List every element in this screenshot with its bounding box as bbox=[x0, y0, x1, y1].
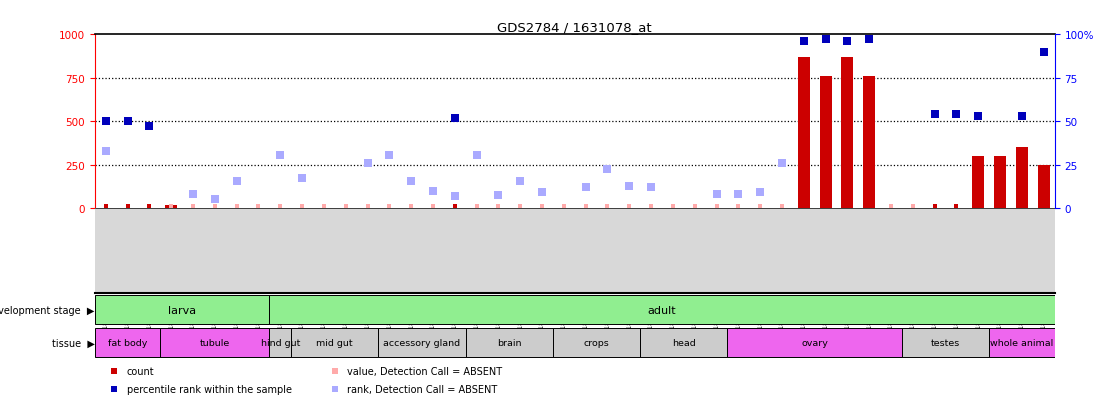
Text: whole animal: whole animal bbox=[990, 338, 1054, 347]
Text: ovary: ovary bbox=[801, 338, 828, 347]
Text: accessory gland: accessory gland bbox=[384, 338, 461, 347]
Bar bbox=[165, 205, 177, 209]
Bar bbox=[95, 295, 269, 325]
Text: mid gut: mid gut bbox=[317, 338, 353, 347]
Text: percentile rank within the sample: percentile rank within the sample bbox=[126, 384, 291, 394]
Text: adult: adult bbox=[647, 305, 676, 315]
Bar bbox=[95, 328, 161, 357]
Bar bbox=[378, 328, 465, 357]
Bar bbox=[994, 157, 1007, 209]
Text: crops: crops bbox=[584, 338, 609, 347]
Text: count: count bbox=[126, 366, 154, 376]
Bar bbox=[819, 77, 831, 209]
Text: head: head bbox=[672, 338, 695, 347]
Bar bbox=[465, 328, 552, 357]
Text: testes: testes bbox=[931, 338, 960, 347]
Bar bbox=[1038, 165, 1050, 209]
Bar bbox=[972, 157, 984, 209]
Text: value, Detection Call = ABSENT: value, Detection Call = ABSENT bbox=[347, 366, 502, 376]
Bar bbox=[798, 58, 810, 209]
Bar bbox=[291, 328, 378, 357]
Bar bbox=[989, 328, 1055, 357]
Bar bbox=[841, 58, 854, 209]
Text: development stage  ▶: development stage ▶ bbox=[0, 305, 95, 315]
Bar bbox=[552, 328, 641, 357]
Bar bbox=[269, 295, 1055, 325]
Text: rank, Detection Call = ABSENT: rank, Detection Call = ABSENT bbox=[347, 384, 498, 394]
Text: tissue  ▶: tissue ▶ bbox=[52, 338, 95, 348]
Bar bbox=[269, 328, 291, 357]
Text: larva: larva bbox=[169, 305, 196, 315]
Text: hind gut: hind gut bbox=[260, 338, 300, 347]
Bar bbox=[728, 328, 902, 357]
Bar bbox=[641, 328, 728, 357]
Text: brain: brain bbox=[497, 338, 521, 347]
Bar bbox=[161, 328, 269, 357]
Text: fat body: fat body bbox=[108, 338, 147, 347]
Bar bbox=[902, 328, 989, 357]
Bar bbox=[1016, 148, 1028, 209]
Title: GDS2784 / 1631078_at: GDS2784 / 1631078_at bbox=[498, 21, 652, 34]
Text: tubule: tubule bbox=[200, 338, 230, 347]
Bar bbox=[863, 77, 875, 209]
